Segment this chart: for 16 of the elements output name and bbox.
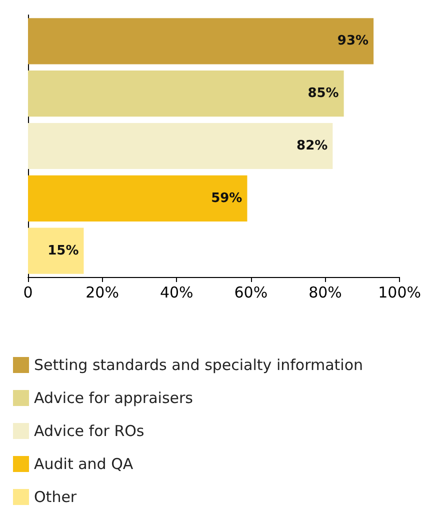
data-label: 59% bbox=[211, 190, 242, 206]
x-tick-label: 100% bbox=[378, 284, 422, 302]
x-tick-label: 80% bbox=[308, 284, 342, 302]
data-label: 93% bbox=[337, 34, 369, 49]
legend-label: Advice for appraisers bbox=[34, 389, 194, 407]
legend-label: Other bbox=[34, 488, 78, 506]
data-label: 85% bbox=[308, 86, 339, 102]
data-label: 82% bbox=[296, 138, 328, 154]
x-tick-label: 40% bbox=[160, 284, 194, 302]
legend-label: Setting standards and specialty information bbox=[34, 356, 364, 374]
x-tick-label: 20% bbox=[86, 284, 119, 302]
data-label: 15% bbox=[48, 243, 79, 258]
x-tick-label: 0 bbox=[23, 284, 33, 302]
legend-label: Advice for ROs bbox=[34, 422, 144, 440]
legend-label: Audit and QA bbox=[34, 455, 134, 473]
x-tick-label: 60% bbox=[234, 284, 268, 302]
